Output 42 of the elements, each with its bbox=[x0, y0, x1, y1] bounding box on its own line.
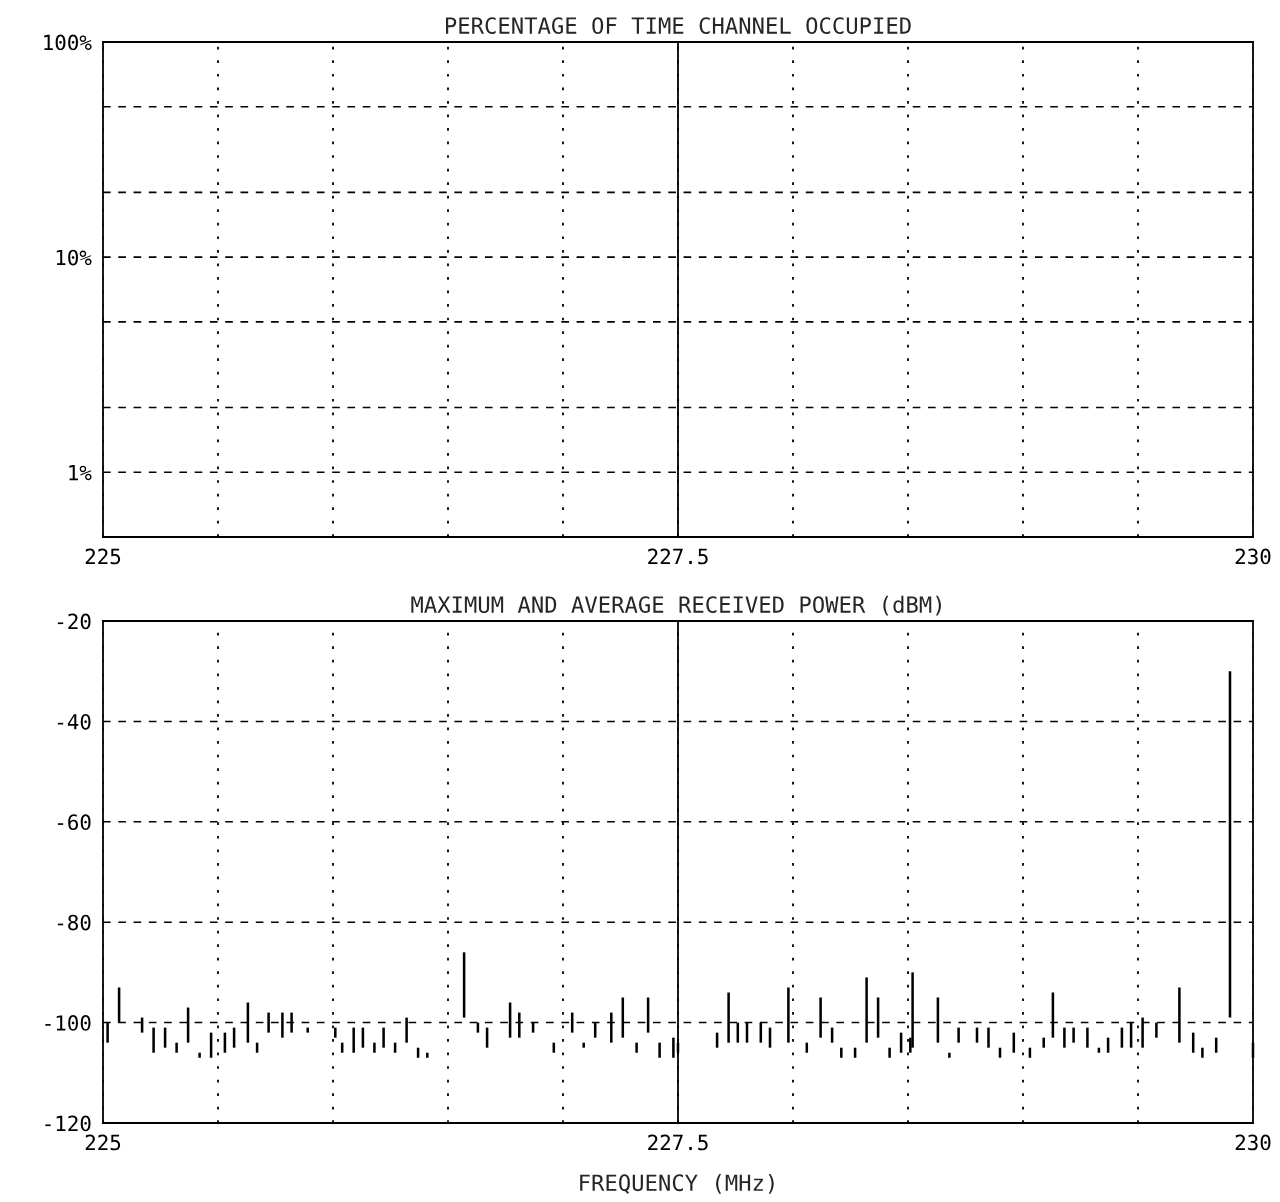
y-tick-label: -80 bbox=[57, 914, 91, 931]
x-tick-label: 227.5 bbox=[648, 1134, 708, 1151]
y-tick-label: -60 bbox=[57, 814, 91, 831]
y-tick-label: -20 bbox=[57, 613, 91, 630]
x-tick-label: 230 bbox=[1235, 548, 1271, 565]
bar bbox=[957, 1027, 960, 1043]
bar bbox=[175, 1042, 178, 1053]
bar bbox=[672, 1037, 675, 1058]
y-tick-label: 100% bbox=[44, 34, 92, 51]
chart-title: MAXIMUM AND AVERAGE RECEIVED POWER (dBM) bbox=[411, 595, 941, 616]
bar bbox=[1063, 1027, 1066, 1048]
bar bbox=[948, 1052, 951, 1058]
y-tick-label: -120 bbox=[45, 1115, 91, 1132]
bar bbox=[840, 1047, 843, 1058]
bar bbox=[1201, 1047, 1204, 1058]
bar bbox=[152, 1027, 155, 1053]
x-tick-label: 225 bbox=[85, 1134, 121, 1151]
bar bbox=[635, 1042, 638, 1053]
y-tick-label: 1% bbox=[69, 465, 92, 481]
bar bbox=[987, 1027, 990, 1048]
bar bbox=[281, 1012, 284, 1038]
bar bbox=[426, 1052, 429, 1058]
x-tick-label: 225 bbox=[85, 548, 121, 565]
bar bbox=[306, 1027, 309, 1033]
bar bbox=[1072, 1027, 1075, 1043]
x-axis-title: FREQUENCY (MHz) bbox=[580, 1173, 774, 1194]
bar bbox=[582, 1042, 585, 1048]
x-tick-label: 227.5 bbox=[648, 548, 708, 565]
y-tick-label: -100 bbox=[45, 1015, 91, 1031]
bar bbox=[334, 1027, 337, 1038]
bar bbox=[198, 1052, 201, 1058]
bar bbox=[1086, 1027, 1089, 1048]
bar bbox=[888, 1047, 891, 1058]
bar bbox=[373, 1042, 376, 1053]
chart-title: PERCENTAGE OF TIME CHANNEL OCCUPIED bbox=[446, 17, 911, 34]
bar bbox=[382, 1027, 385, 1048]
y-tick-label: -40 bbox=[57, 713, 91, 730]
bar bbox=[658, 1042, 661, 1058]
bar bbox=[1042, 1037, 1045, 1048]
x-tick-label: 230 bbox=[1235, 1134, 1271, 1151]
y-tick-label: 10% bbox=[56, 249, 92, 266]
bar bbox=[352, 1027, 355, 1053]
